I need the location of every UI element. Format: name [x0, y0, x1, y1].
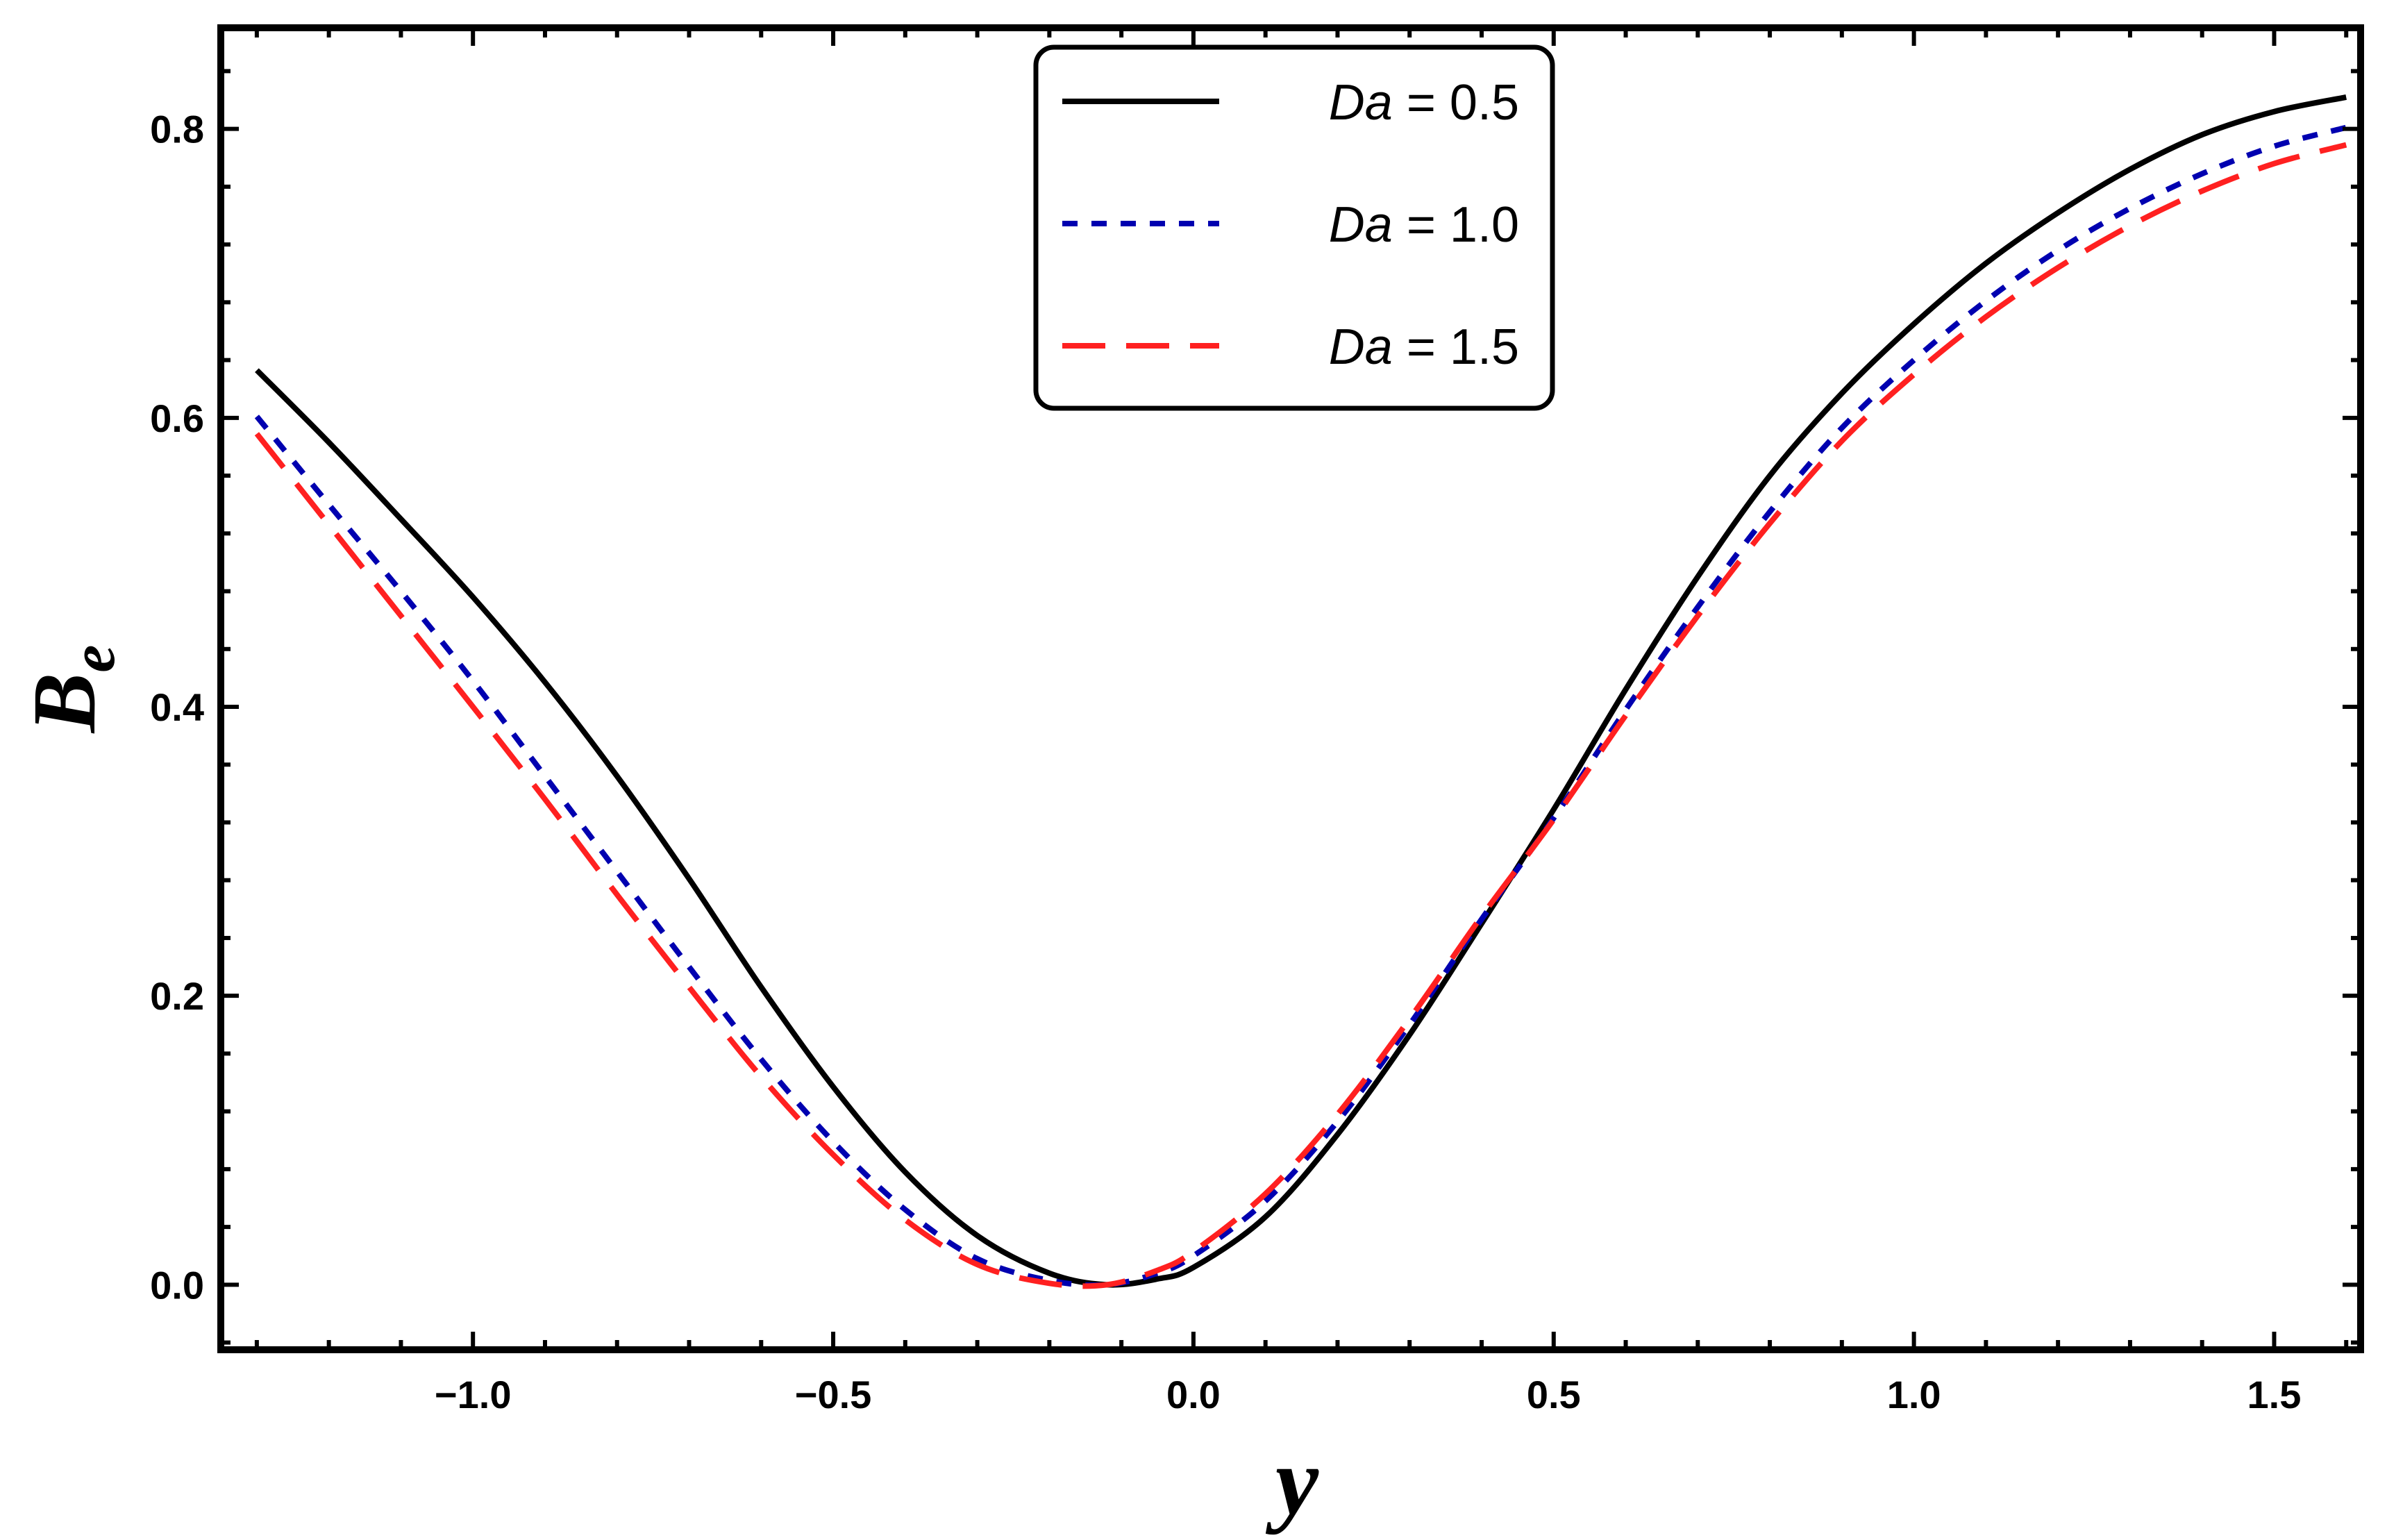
- y-axis-title: Be: [15, 645, 128, 735]
- y-tick-label: 0.6: [150, 396, 204, 440]
- legend: Da = 0.5 Da = 1.0 Da = 1.5: [1033, 44, 1555, 411]
- legend-item: Da = 1.0: [1062, 197, 1519, 253]
- legend-label: Da = 0.5: [1329, 75, 1519, 131]
- x-tick-label: 1.5: [2247, 1373, 2302, 1416]
- series-layer: [254, 94, 2347, 1289]
- legend-box: [1033, 44, 1555, 411]
- y-tick-label: 0.8: [150, 108, 204, 151]
- x-tick-label: −1.0: [435, 1373, 512, 1416]
- plot-frame: [217, 24, 2364, 1353]
- tick-labels: −1.0 −0.5 0.0 0.5 1.0 1.5 0.0 0.2 0.4 0.6 0.8: [150, 108, 2301, 1416]
- legend-label: Da = 1.5: [1329, 319, 1519, 375]
- axis-ticks: [221, 28, 2361, 1350]
- y-tick-label: 0.4: [150, 685, 204, 729]
- y-axis-title-subscript: e: [59, 645, 128, 673]
- x-tick-label: 0.5: [1527, 1373, 1581, 1416]
- legend-item: Da = 1.5: [1062, 319, 1519, 375]
- legend-item: Da = 0.5: [1062, 75, 1519, 131]
- y-tick-label: 0.2: [150, 974, 204, 1018]
- legend-label: Da = 1.0: [1329, 197, 1519, 253]
- x-tick-label: −0.5: [795, 1373, 872, 1416]
- x-axis-title: y: [1265, 1428, 1319, 1535]
- y-axis-title-main: B: [15, 673, 115, 735]
- y-tick-label: 0.0: [150, 1263, 204, 1307]
- x-tick-label: 1.0: [1887, 1373, 1941, 1416]
- series-line-1: [255, 94, 2347, 1288]
- series-line-2: [254, 124, 2347, 1289]
- series-line-3: [254, 142, 2347, 1289]
- x-tick-label: 0.0: [1166, 1373, 1221, 1416]
